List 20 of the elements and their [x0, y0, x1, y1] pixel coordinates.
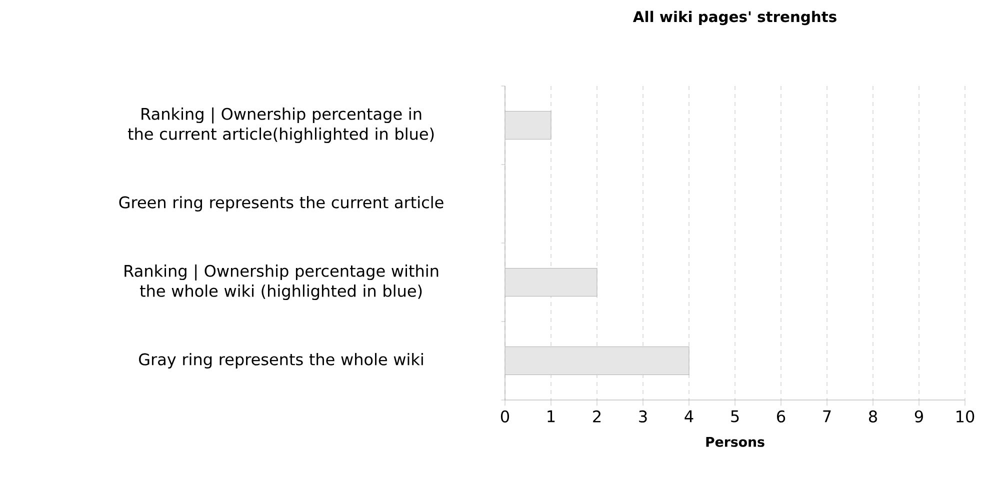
x-tick-label: 7	[823, 410, 831, 422]
x-tick-label: 1	[548, 410, 555, 422]
y-tick-label: Ranking | Ownership percentage in the current article(highlighted in blue)	[128, 107, 434, 144]
bar	[505, 346, 690, 376]
y-tick-label: Gray ring represents the whole wiki	[139, 353, 423, 368]
x-tick-label: 0	[500, 410, 510, 423]
x-tick-label: 5	[731, 410, 739, 422]
bar	[505, 110, 552, 140]
x-tick-label: 2	[593, 410, 600, 422]
x-tick-label: 9	[914, 410, 923, 423]
y-tick-label: Ranking | Ownership percentage within the whole wiki (highlighted in blue)	[124, 264, 438, 300]
x-tick-label: 3	[639, 410, 647, 423]
bar	[505, 268, 598, 297]
x-tick-label: 8	[869, 410, 877, 423]
x-tick-label: 6	[777, 410, 786, 423]
chart-title: All wiki pages' strenghts	[632, 10, 836, 26]
x-axis-title: Persons	[706, 436, 764, 447]
y-tick-label: Green ring represents the current article	[119, 196, 444, 212]
x-tick-label: 10	[956, 410, 974, 423]
x-tick-label: 4	[684, 410, 694, 422]
